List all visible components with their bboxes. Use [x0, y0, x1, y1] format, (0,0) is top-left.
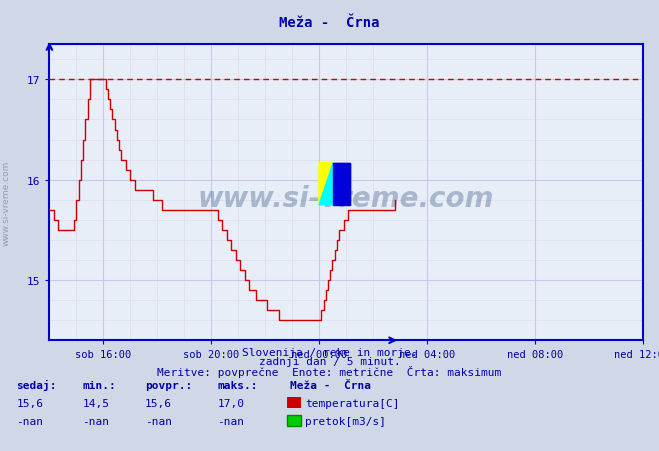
- Text: 17,0: 17,0: [217, 398, 244, 408]
- Text: Meža -  Črna: Meža - Črna: [290, 380, 371, 390]
- Text: -nan: -nan: [82, 416, 109, 426]
- Text: zadnji dan / 5 minut.: zadnji dan / 5 minut.: [258, 356, 401, 366]
- Text: min.:: min.:: [82, 380, 116, 390]
- Text: povpr.:: povpr.:: [145, 380, 192, 390]
- Polygon shape: [333, 163, 351, 205]
- Polygon shape: [333, 163, 351, 205]
- Text: temperatura[C]: temperatura[C]: [305, 398, 399, 408]
- Polygon shape: [319, 163, 333, 205]
- Text: Slovenija / reke in morje.: Slovenija / reke in morje.: [242, 347, 417, 357]
- Text: -nan: -nan: [145, 416, 172, 426]
- Text: sedaj:: sedaj:: [16, 379, 57, 390]
- Text: www.si-vreme.com: www.si-vreme.com: [198, 185, 494, 213]
- Text: Meritve: povprečne  Enote: metrične  Črta: maksimum: Meritve: povprečne Enote: metrične Črta:…: [158, 365, 501, 377]
- Text: -nan: -nan: [217, 416, 244, 426]
- Text: www.si-vreme.com: www.si-vreme.com: [2, 161, 11, 245]
- Text: 15,6: 15,6: [16, 398, 43, 408]
- Text: pretok[m3/s]: pretok[m3/s]: [305, 416, 386, 426]
- Polygon shape: [319, 163, 333, 205]
- Text: 14,5: 14,5: [82, 398, 109, 408]
- Text: 15,6: 15,6: [145, 398, 172, 408]
- Text: maks.:: maks.:: [217, 380, 258, 390]
- Text: Meža -  Črna: Meža - Črna: [279, 16, 380, 30]
- Text: -nan: -nan: [16, 416, 43, 426]
